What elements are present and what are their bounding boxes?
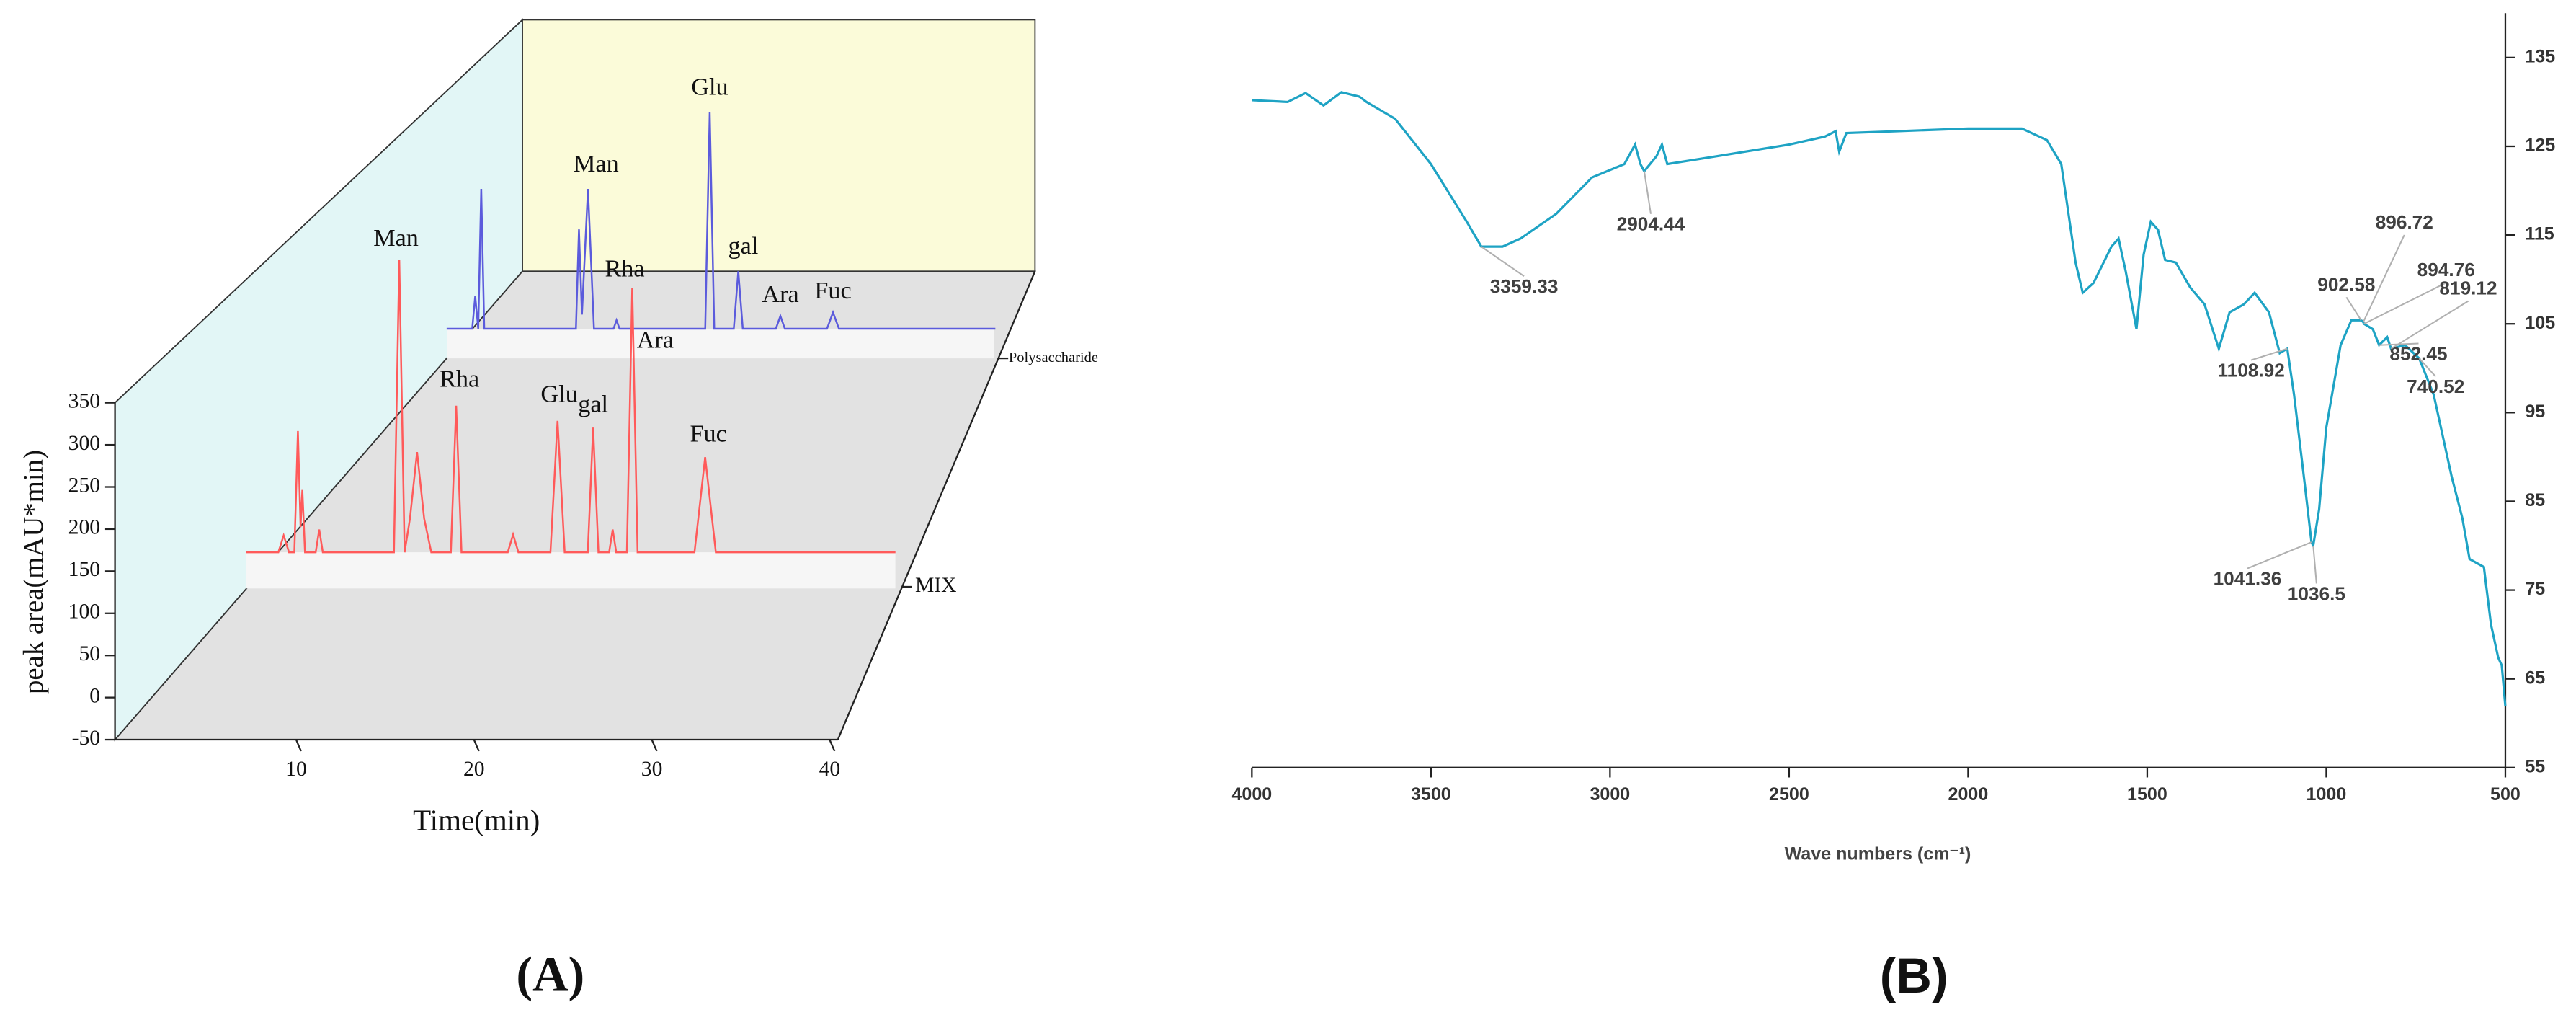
back-wall: [522, 19, 1036, 272]
peak-label: Fuc: [690, 420, 727, 447]
peak-label: 1041.36: [2214, 567, 2282, 589]
legend-label: MIX: [915, 574, 957, 597]
x-tick: [829, 739, 836, 752]
panel-label: (B): [1880, 949, 1948, 1003]
y-tick-label: 300: [68, 432, 100, 455]
panel-label: (A): [516, 947, 584, 1002]
x-tick-label: 2500: [1769, 784, 1809, 805]
x-tick-label: 500: [2490, 784, 2521, 805]
x-tick-label: 3500: [1411, 784, 1451, 805]
y-tick-label: 135: [2525, 46, 2555, 66]
depth-axis: [837, 270, 1036, 740]
peak-label: 1036.5: [2288, 582, 2345, 604]
leader-line: [2363, 282, 2447, 325]
peak-label: 740.52: [2407, 376, 2464, 397]
peak-label: 852.45: [2389, 342, 2447, 364]
peak-label: 896.72: [2376, 211, 2433, 233]
trace: [446, 112, 996, 330]
x-tick-label: 4000: [1231, 784, 1272, 805]
leader-line: [2312, 545, 2317, 584]
x-tick: [295, 739, 302, 752]
y-tick-label: 250: [68, 474, 100, 497]
peak-label: gal: [728, 233, 759, 260]
trace: [246, 260, 896, 554]
peak-label: 819.12: [2439, 278, 2497, 299]
panel-a: peak area(mAU*min) Time(min) (A) -50 0 50 1…: [18, 18, 1098, 1002]
y-tick-label: 95: [2525, 402, 2545, 422]
y-tick-label: 55: [2525, 756, 2545, 776]
peak-label: 902.58: [2317, 273, 2375, 295]
x-tick-label: 1000: [2307, 784, 2347, 805]
y-tick-label: 350: [68, 389, 100, 412]
y-tick-label: 150: [68, 558, 100, 581]
x-tick: [473, 739, 480, 752]
y-tick-label: -50: [72, 727, 100, 750]
y-tick-label: 115: [2525, 224, 2554, 244]
leader-line: [1481, 246, 1525, 277]
peak-label: Ara: [762, 281, 798, 308]
peak-label: Glu: [691, 74, 728, 101]
leader-line: [2345, 296, 2362, 321]
x-axis-title: Wave numbers (cm⁻¹): [1785, 843, 1971, 864]
x-tick-label: 20: [463, 758, 485, 781]
row-plate: [246, 552, 896, 589]
x-tick-label: 40: [819, 758, 841, 781]
legend-label: Polysaccharide: [1009, 350, 1098, 365]
x-tick-label: 30: [641, 758, 663, 781]
leader-line: [2418, 358, 2436, 377]
x-tick-label: 1500: [2127, 784, 2167, 805]
peak-label: 1108.92: [2218, 360, 2285, 381]
peak-label: gal: [578, 391, 608, 417]
y-tick-label: 125: [2525, 136, 2555, 156]
y-tick-label: 105: [2525, 313, 2555, 333]
peak-label: 894.76: [2417, 259, 2475, 280]
peak-label: Rha: [440, 365, 479, 392]
peak-label: 2904.44: [1617, 213, 1685, 235]
peak-label: Rha: [605, 256, 644, 283]
y-tick-label: 0: [89, 684, 100, 707]
peak-label: Ara: [637, 327, 674, 353]
peak-label: Man: [574, 151, 619, 177]
row-plate: [447, 329, 994, 359]
leader-line: [2390, 300, 2469, 350]
x-tick-label: 3000: [1590, 784, 1630, 805]
y-tick-label: 100: [68, 600, 100, 624]
x-tick: [651, 739, 658, 752]
y-tick-label: 75: [2525, 579, 2545, 599]
x-axis-title: Time(min): [413, 804, 540, 837]
y-axis-title: peak area(mAU*min): [18, 450, 49, 694]
y-tick-label: 50: [79, 642, 100, 665]
spectrum-line: [1252, 91, 2507, 706]
peak-label: Fuc: [814, 278, 851, 304]
leader-line: [2250, 347, 2288, 361]
panel-b: Wave numbers (cm⁻¹) (B) 4000 3500 3000 2500…: [1231, 13, 2555, 1003]
y-tick-label: 65: [2525, 668, 2545, 688]
leader-line: [2247, 541, 2312, 569]
y-tick-label: 200: [68, 516, 100, 539]
peak-label: Glu: [540, 381, 577, 407]
peak-label: 3359.33: [1490, 275, 1559, 297]
x-tick-label: 10: [285, 758, 307, 781]
peak-label: Man: [373, 225, 419, 252]
leader-line: [1643, 171, 1652, 214]
y-tick-label: 85: [2525, 490, 2545, 510]
leader-line: [2362, 234, 2405, 323]
x-tick-label: 2000: [1948, 784, 1989, 805]
